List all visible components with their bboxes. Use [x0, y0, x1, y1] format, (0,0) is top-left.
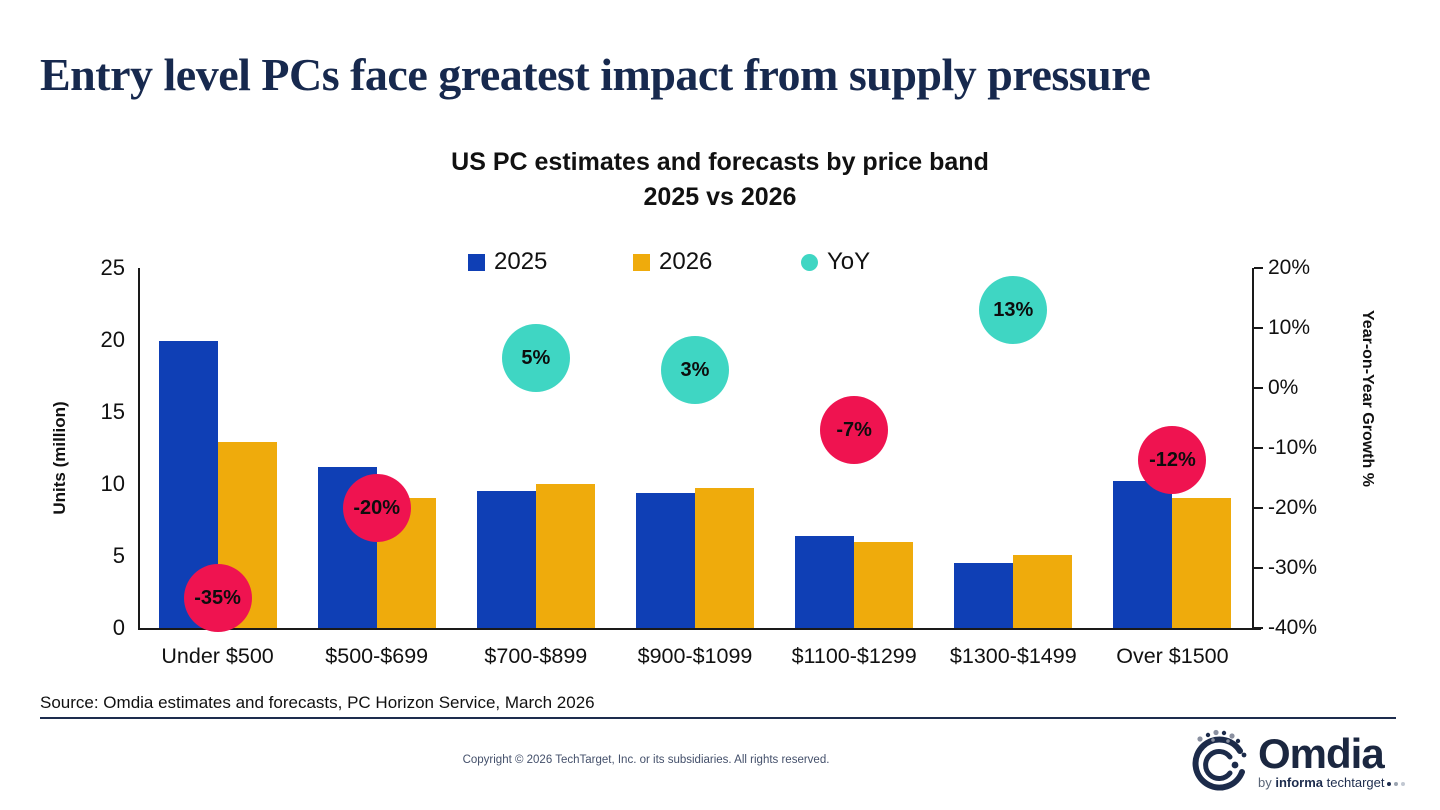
- yoy-bubble-5: -7%: [820, 396, 889, 464]
- x-axis-label: $1100-$1299: [791, 644, 917, 668]
- x-axis-label: Over $1500: [1116, 644, 1229, 668]
- omdia-wordmark: Omdia: [1258, 730, 1385, 777]
- yoy-bubble-2: -20%: [342, 474, 411, 542]
- omdia-tagline-dot: [1387, 781, 1392, 786]
- right-axis-tick: [1254, 567, 1263, 569]
- right-axis-tick-label: 10%: [1268, 316, 1311, 339]
- x-axis-label: $700-$899: [484, 644, 588, 668]
- source-note: Source: Omdia estimates and forecasts, P…: [40, 693, 595, 712]
- left-axis-line: [138, 268, 140, 630]
- right-axis-line: [1252, 268, 1254, 630]
- legend-swatch-2025: [468, 253, 485, 271]
- bar-2025-5: [795, 535, 855, 628]
- yoy-bubble-1: -35%: [183, 564, 252, 632]
- omdia-tagline: by informa techtarget: [1258, 775, 1406, 790]
- omdia-tagline-informa: informa: [1275, 775, 1324, 790]
- chart-title-block: US PC estimates and forecasts by price b…: [0, 148, 1440, 212]
- bar-2025-4: [636, 492, 695, 628]
- omdia-tagline-techtarget: techtarget: [1326, 775, 1385, 790]
- legend-item-2026: 2026: [633, 248, 712, 276]
- right-axis-tick: [1254, 627, 1263, 629]
- left-axis-tick-label: 25: [100, 255, 125, 280]
- right-axis-tick-label: 20%: [1268, 256, 1311, 279]
- legend-label-2026: 2026: [659, 248, 713, 275]
- yoy-bubble-3: 5%: [501, 324, 570, 392]
- chart-title: US PC estimates and forecasts by price b…: [451, 148, 989, 176]
- yoy-bubble-7: -12%: [1138, 426, 1207, 494]
- yoy-bubble-4: 3%: [661, 336, 729, 404]
- chart-subtitle: 2025 vs 2026: [643, 183, 797, 211]
- omdia-tagline-by: by: [1258, 775, 1272, 790]
- right-axis-tick-label: -20%: [1268, 496, 1318, 519]
- x-axis-label: $900-$1099: [637, 644, 753, 668]
- left-axis-tick-label: 0: [112, 615, 125, 640]
- omdia-logo-icon: [1192, 729, 1247, 791]
- right-axis-tick: [1254, 507, 1263, 509]
- legend-item-yoy: YoY: [801, 248, 870, 276]
- right-axis-tick: [1254, 267, 1263, 269]
- left-axis-tick-label: 20: [100, 327, 125, 352]
- page-title: Entry level PCs face greatest impact fro…: [40, 49, 1151, 100]
- bottom-axis-line: [138, 628, 1261, 630]
- omdia-tagline-dot: [1394, 781, 1399, 786]
- omdia-logo: Omdia by informa techtarget: [1186, 726, 1406, 798]
- left-axis-tick-label: 15: [100, 399, 125, 424]
- right-axis-tick-label: -10%: [1268, 436, 1318, 459]
- left-axis-tick-label: 10: [100, 471, 125, 496]
- right-axis-tick: [1254, 387, 1263, 389]
- omdia-text-block: Omdia by informa techtarget: [1258, 730, 1406, 790]
- omdia-tagline-dot: [1401, 781, 1406, 786]
- bar-2026-6: [1013, 554, 1073, 628]
- right-axis-tick-label: -30%: [1268, 556, 1318, 579]
- x-axis-label: $1300-$1499: [949, 644, 1077, 668]
- bar-2025-3: [476, 491, 536, 628]
- right-axis-title: Year-on-Year Growth %: [1359, 310, 1376, 487]
- x-axis-label: $500-$699: [325, 644, 429, 668]
- left-axis-tick-label: 5: [112, 543, 125, 568]
- right-axis-tick-label: -40%: [1268, 616, 1318, 639]
- footer-divider: [40, 717, 1396, 719]
- legend-item-2025: 2025: [468, 248, 547, 276]
- yoy-bubble-6: 13%: [979, 276, 1048, 344]
- x-axis-label: Under $500: [161, 644, 274, 668]
- legend-label-yoy: YoY: [827, 248, 871, 275]
- bar-2026-7: [1172, 498, 1232, 628]
- bar-2026-4: [695, 488, 754, 628]
- legend-swatch-2026: [633, 253, 650, 271]
- right-axis-tick-label: 0%: [1268, 376, 1299, 399]
- bar-2025-7: [1113, 481, 1173, 628]
- bar-2025-6: [954, 563, 1014, 628]
- right-axis-tick: [1254, 327, 1263, 329]
- copyright-note: Copyright © 2026 TechTarget, Inc. or its…: [462, 754, 830, 766]
- legend-swatch-yoy: [801, 253, 818, 271]
- bar-2026-3: [535, 484, 595, 628]
- right-axis-tick: [1254, 447, 1263, 449]
- legend-label-2025: 2025: [494, 248, 548, 275]
- bar-2026-5: [854, 541, 914, 628]
